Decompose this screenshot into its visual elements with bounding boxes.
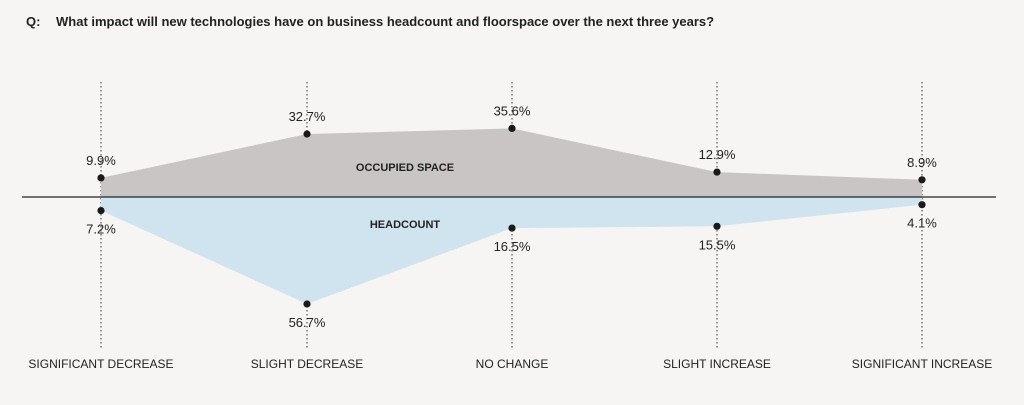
series-markers: [97, 124, 926, 308]
category-label-no-change: NO CHANGE: [476, 357, 549, 371]
marker-occupied-space-slight-increase: [713, 168, 721, 176]
series-areas: [101, 128, 922, 304]
marker-occupied-space-slight-decrease: [303, 130, 311, 138]
category-labels: SIGNIFICANT DECREASE SLIGHT DECREASE NO CH…: [28, 357, 992, 371]
value-label-headcount-no-change: 16.5%: [494, 239, 531, 254]
category-label-significant-increase: SIGNIFICANT INCREASE: [852, 357, 992, 371]
value-label-headcount-significant-increase: 4.1%: [907, 216, 937, 231]
value-label-headcount-slight-increase: 15.5%: [699, 237, 736, 252]
marker-headcount-no-change: [508, 224, 516, 232]
marker-occupied-space-significant-increase: [918, 176, 926, 184]
series-label-occupied-space: OCCUPIED SPACE: [356, 162, 454, 174]
category-label-slight-decrease: SLIGHT DECREASE: [251, 357, 363, 371]
value-labels: 9.9% 32.7% 35.6% 12.9% 8.9% 7.2% 56.7% 16.5% 15.…: [86, 103, 937, 330]
value-label-headcount-significant-decrease: 7.2%: [86, 222, 116, 237]
area-occupied-space: [101, 128, 922, 197]
value-label-occupied-space-slight-increase: 12.9%: [699, 147, 736, 162]
value-label-occupied-space-significant-decrease: 9.9%: [86, 153, 116, 168]
category-label-significant-decrease: SIGNIFICANT DECREASE: [28, 357, 173, 371]
marker-headcount-significant-decrease: [97, 207, 105, 215]
marker-occupied-space-no-change: [508, 124, 516, 132]
marker-headcount-significant-increase: [918, 201, 926, 209]
value-label-occupied-space-significant-increase: 8.9%: [907, 155, 937, 170]
series-label-headcount: HEADCOUNT: [370, 219, 441, 231]
question-prefix: Q:: [26, 14, 40, 29]
value-label-occupied-space-no-change: 35.6%: [494, 103, 531, 118]
marker-headcount-slight-increase: [713, 222, 721, 230]
marker-headcount-slight-decrease: [303, 300, 311, 308]
value-label-occupied-space-slight-decrease: 32.7%: [289, 109, 326, 124]
series-name-labels: OCCUPIED SPACE HEADCOUNT: [356, 162, 454, 231]
chart-question: What impact will new technologies have o…: [56, 14, 714, 29]
marker-occupied-space-significant-decrease: [97, 174, 105, 182]
category-label-slight-increase: SLIGHT INCREASE: [663, 357, 771, 371]
value-label-headcount-slight-decrease: 56.7%: [289, 315, 326, 330]
